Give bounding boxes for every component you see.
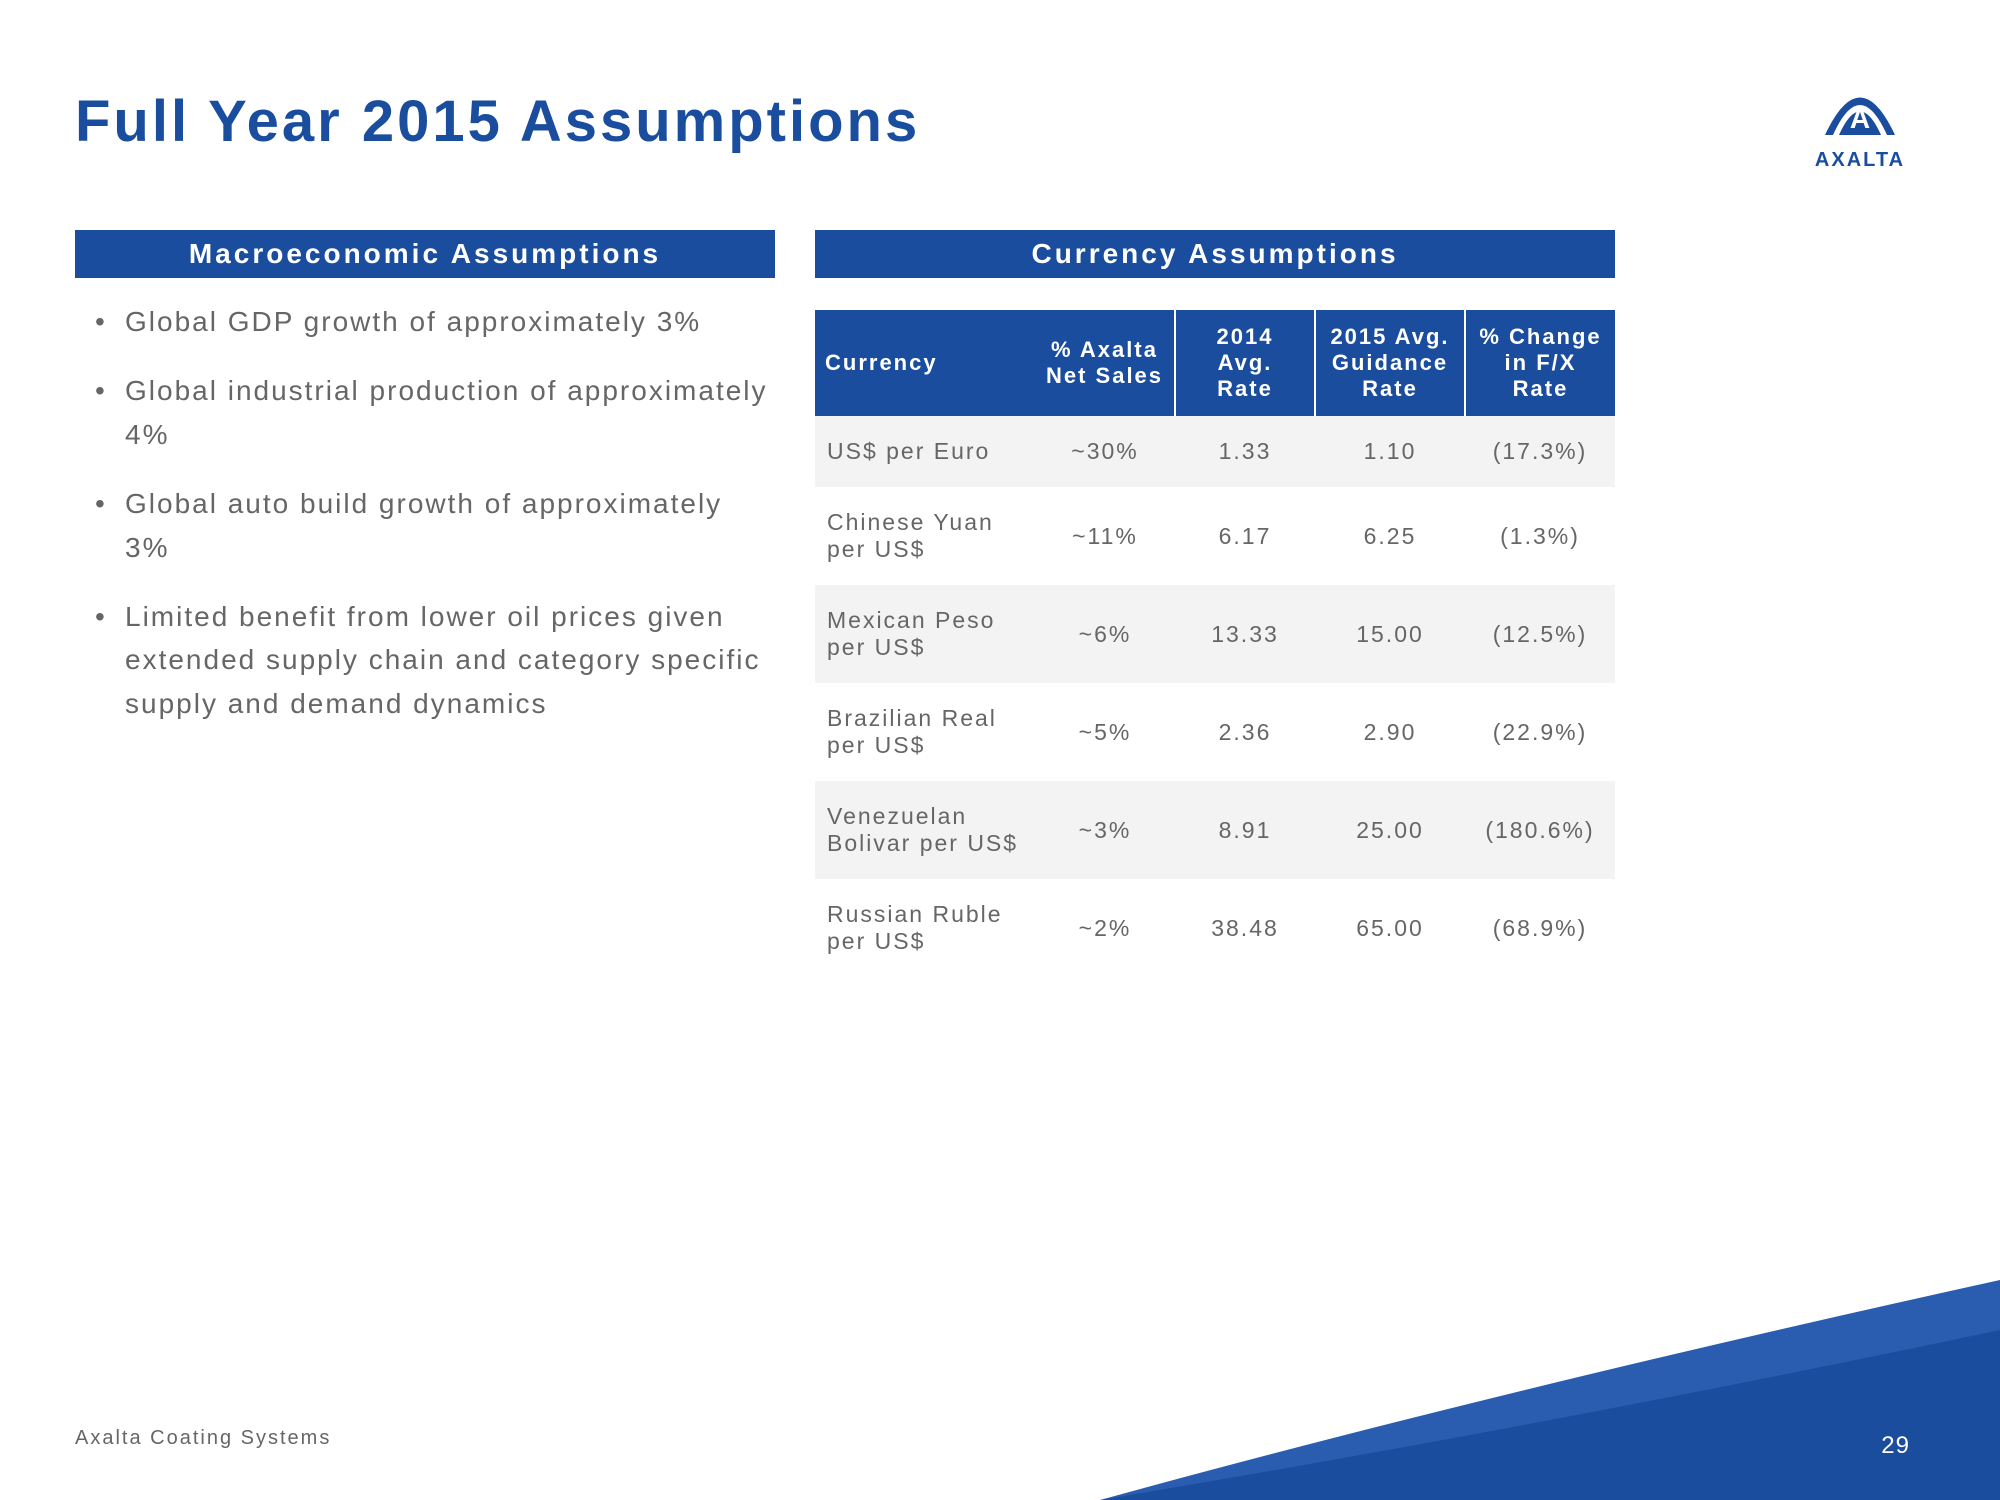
table-cell: (12.5%) <box>1465 585 1615 683</box>
footer-label: Axalta Coating Systems <box>75 1427 331 1450</box>
table-cell: Russian Ruble per US$ <box>815 879 1035 977</box>
table-body: US$ per Euro~30%1.331.10(17.3%)Chinese Y… <box>815 416 1615 977</box>
brand-logo: A AXALTA <box>1800 80 1920 172</box>
table-row: Brazilian Real per US$~5%2.362.90(22.9%) <box>815 683 1615 781</box>
table-cell: 8.91 <box>1175 781 1315 879</box>
table-cell: 1.10 <box>1315 416 1465 487</box>
col-rate2014: 2014 Avg. Rate <box>1175 310 1315 416</box>
decorative-swoosh <box>1100 1250 2000 1500</box>
col-rate2015: 2015 Avg. Guidance Rate <box>1315 310 1465 416</box>
table-cell: 2.36 <box>1175 683 1315 781</box>
table-cell: Brazilian Real per US$ <box>815 683 1035 781</box>
table-cell: 2.90 <box>1315 683 1465 781</box>
table-cell: 65.00 <box>1315 879 1465 977</box>
table-cell: (17.3%) <box>1465 416 1615 487</box>
bullet-item: Limited benefit from lower oil prices gi… <box>95 595 775 725</box>
col-netsales: % Axalta Net Sales <box>1035 310 1175 416</box>
table-cell: (68.9%) <box>1465 879 1615 977</box>
slide: Full Year 2015 Assumptions A AXALTA Macr… <box>0 0 2000 1500</box>
currency-table: Currency % Axalta Net Sales 2014 Avg. Ra… <box>815 310 1615 977</box>
table-cell: ~11% <box>1035 487 1175 585</box>
page-number: 29 <box>1881 1432 1910 1460</box>
table-cell: ~30% <box>1035 416 1175 487</box>
bullet-item: Global industrial production of approxim… <box>95 369 775 456</box>
table-row: Mexican Peso per US$~6%13.3315.00(12.5%) <box>815 585 1615 683</box>
brand-name: AXALTA <box>1800 149 1920 172</box>
svg-text:A: A <box>1850 103 1870 134</box>
table-cell: Mexican Peso per US$ <box>815 585 1035 683</box>
table-row: Chinese Yuan per US$~11%6.176.25(1.3%) <box>815 487 1615 585</box>
table-cell: 25.00 <box>1315 781 1465 879</box>
bullet-item: Global GDP growth of approximately 3% <box>95 300 775 343</box>
table-row: US$ per Euro~30%1.331.10(17.3%) <box>815 416 1615 487</box>
table-cell: 1.33 <box>1175 416 1315 487</box>
page-title: Full Year 2015 Assumptions <box>75 88 920 155</box>
bullet-item: Global auto build growth of approximatel… <box>95 482 775 569</box>
table-header: Currency % Axalta Net Sales 2014 Avg. Ra… <box>815 310 1615 416</box>
table-cell: (1.3%) <box>1465 487 1615 585</box>
table-cell: US$ per Euro <box>815 416 1035 487</box>
table-row: Russian Ruble per US$~2%38.4865.00(68.9%… <box>815 879 1615 977</box>
table-cell: ~6% <box>1035 585 1175 683</box>
table-row: Venezuelan Bolivar per US$~3%8.9125.00(1… <box>815 781 1615 879</box>
col-currency: Currency <box>815 310 1035 416</box>
section-header-currency: Currency Assumptions <box>815 230 1615 278</box>
table-cell: Venezuelan Bolivar per US$ <box>815 781 1035 879</box>
table-cell: 6.17 <box>1175 487 1315 585</box>
section-header-macro: Macroeconomic Assumptions <box>75 230 775 278</box>
table-cell: ~3% <box>1035 781 1175 879</box>
table-cell: 13.33 <box>1175 585 1315 683</box>
table-cell: (180.6%) <box>1465 781 1615 879</box>
table-cell: 38.48 <box>1175 879 1315 977</box>
table-cell: ~5% <box>1035 683 1175 781</box>
col-change: % Change in F/X Rate <box>1465 310 1615 416</box>
axalta-icon: A <box>1815 80 1905 140</box>
table-cell: (22.9%) <box>1465 683 1615 781</box>
table-cell: Chinese Yuan per US$ <box>815 487 1035 585</box>
table-cell: 15.00 <box>1315 585 1465 683</box>
macro-bullet-list: Global GDP growth of approximately 3% Gl… <box>95 300 775 751</box>
table-cell: 6.25 <box>1315 487 1465 585</box>
table-cell: ~2% <box>1035 879 1175 977</box>
